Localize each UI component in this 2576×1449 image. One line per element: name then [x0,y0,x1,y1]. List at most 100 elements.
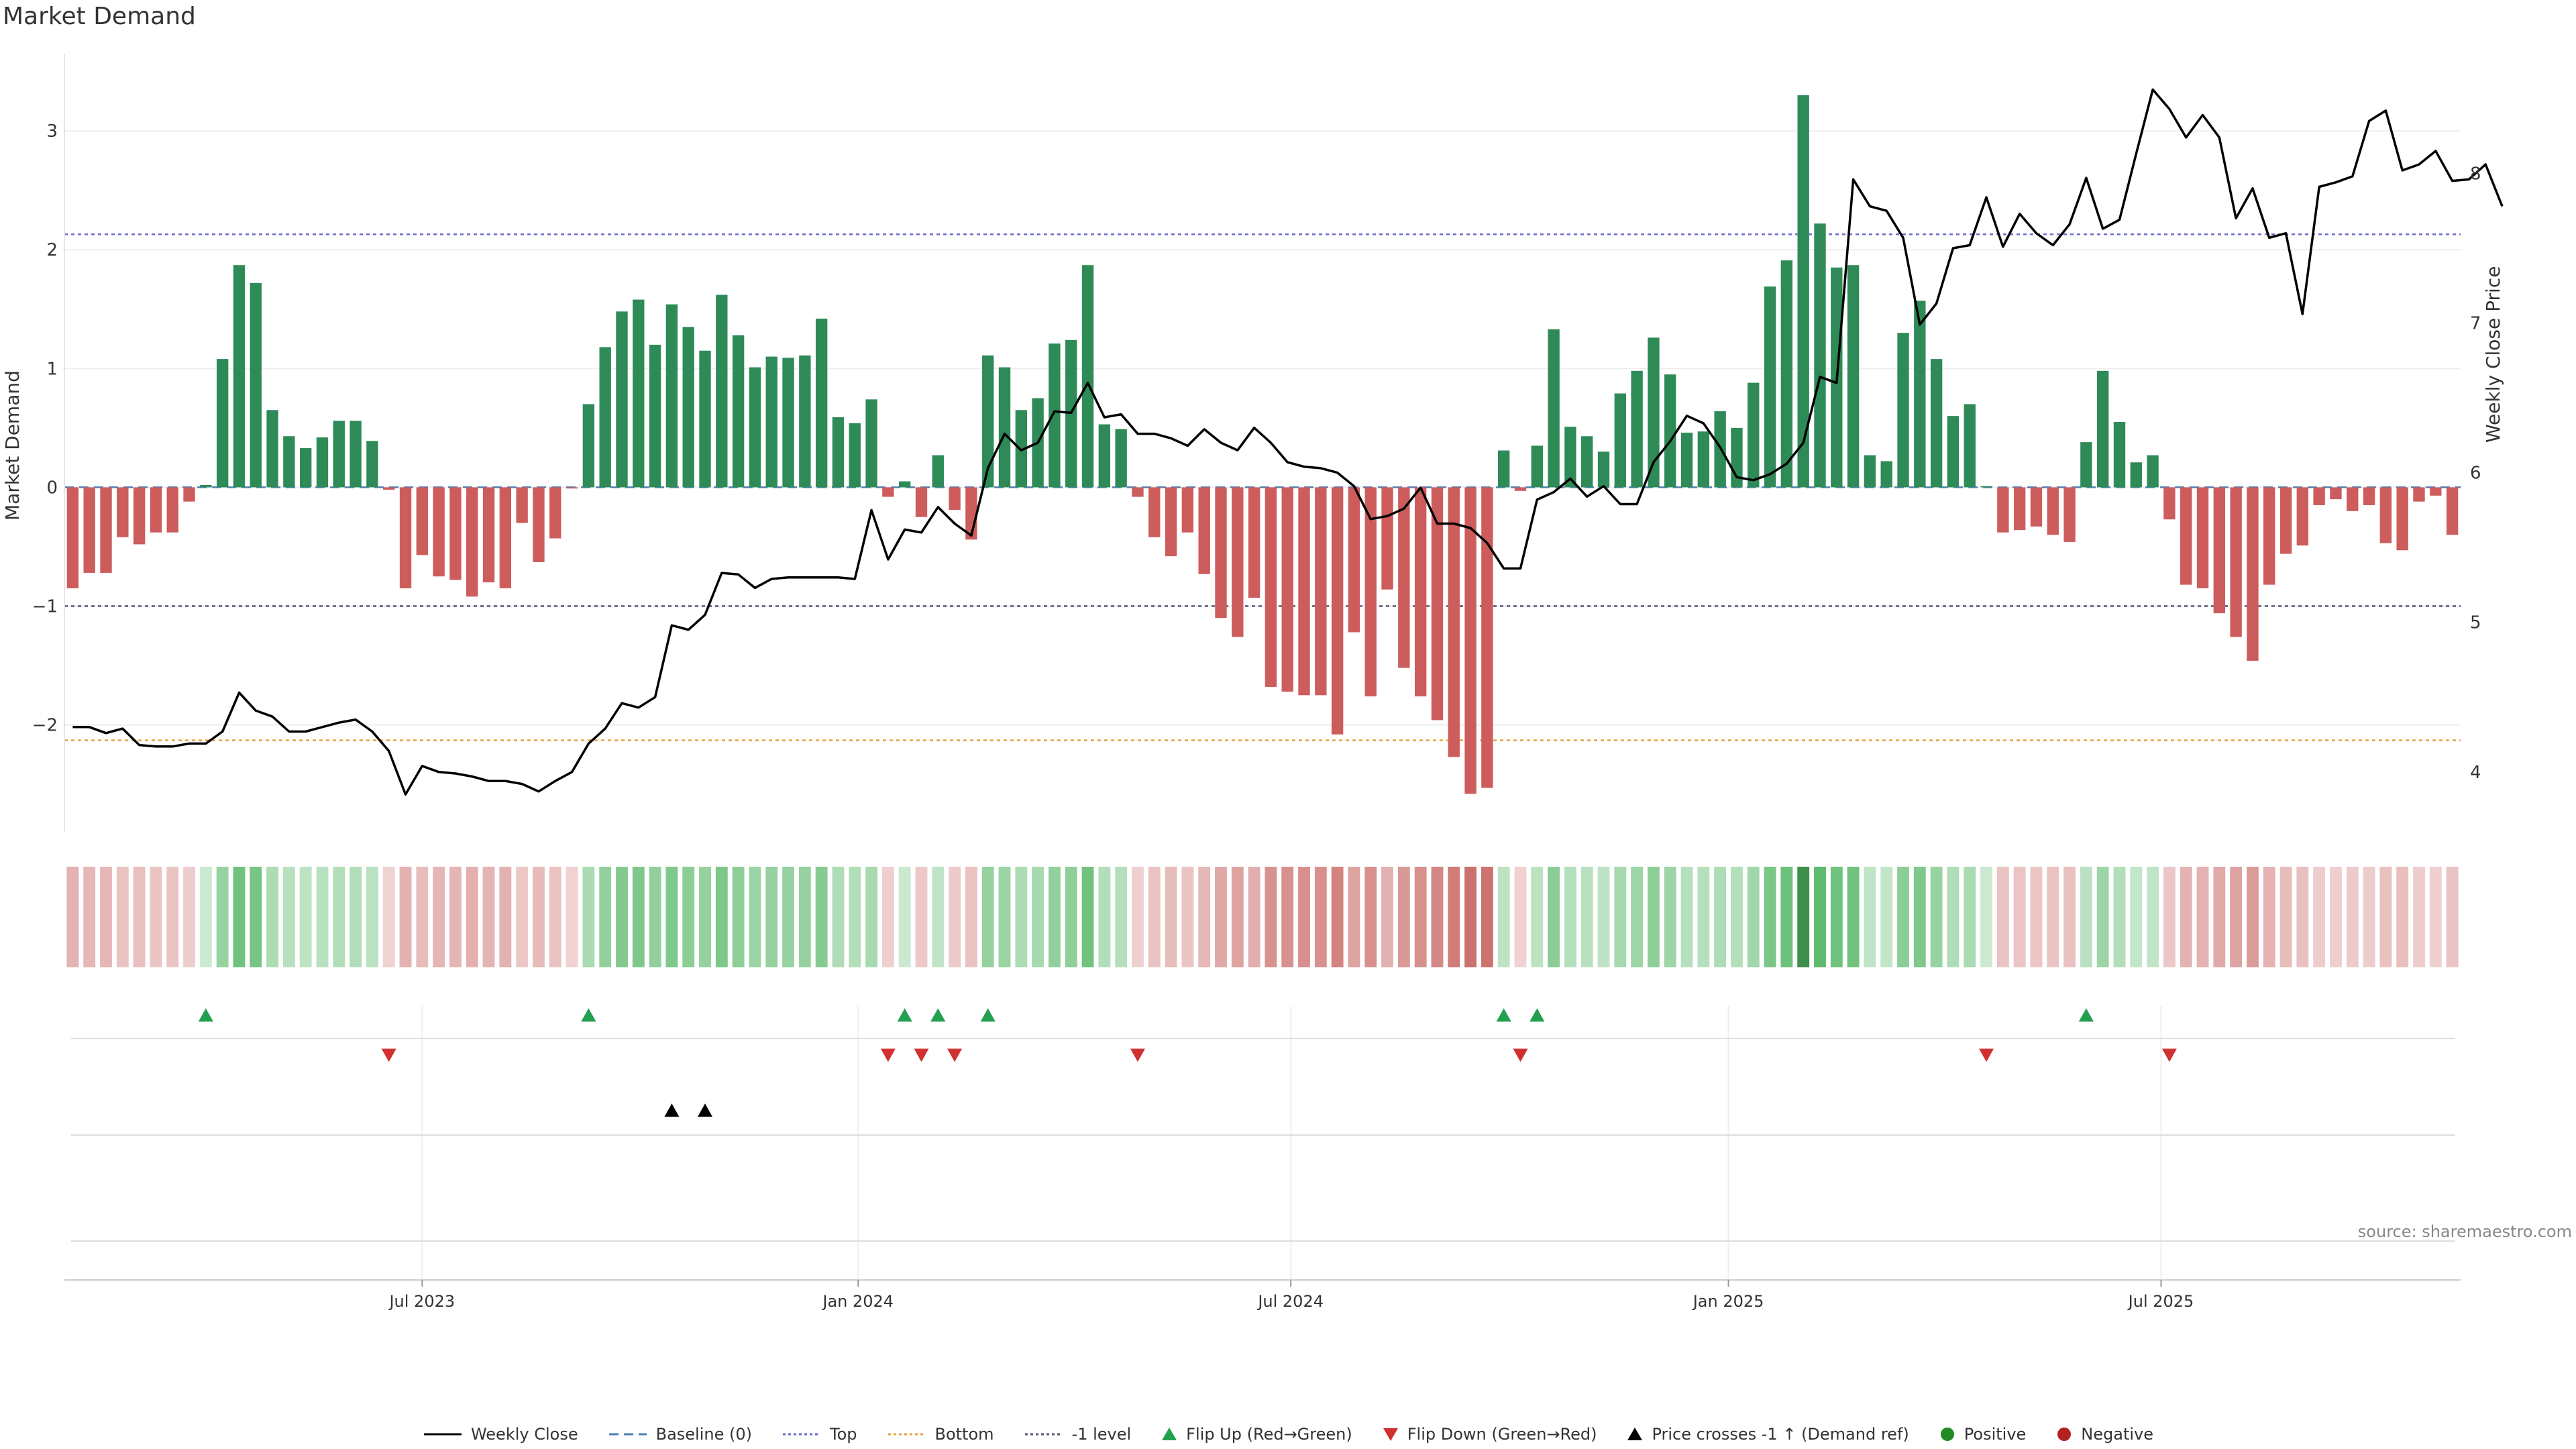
demand-bar [799,355,811,488]
heat-cell [798,867,811,967]
demand-bar [166,487,178,533]
chart-title: Market Demand [3,3,196,30]
heat-cell [2429,867,2442,967]
heat-cell [499,867,512,967]
heat-cell [333,867,345,967]
demand-bar [1049,343,1061,488]
heat-cell [2230,867,2243,967]
demand-bar [2147,455,2159,488]
y-left-tick-label: −1 [32,597,58,617]
heat-cell [1714,867,1727,967]
y-left-tick-label: −2 [32,716,58,736]
demand-bar [350,421,362,488]
demand-bar [849,423,861,488]
heat-cell [2163,867,2176,967]
heat-cell [566,867,578,967]
heat-cell [1181,867,1194,967]
demand-bar [1930,359,1943,488]
heat-cell [1597,867,1610,967]
demand-bar [366,441,378,488]
flip-up-marker [930,1008,946,1022]
heat-cell [449,867,462,967]
heat-cell [1680,867,1693,967]
heat-cell [2330,867,2342,967]
heat-cell [1614,867,1627,967]
demand-bar [1997,487,2009,533]
demand-bar [66,487,79,588]
demand-bar [1814,223,1826,488]
demand-bar [582,404,595,488]
demand-bar [982,355,994,488]
demand-bar [1315,487,1327,696]
demand-bar [1548,329,1560,488]
demand-bar [2247,487,2259,661]
legend-item: Bottom [887,1425,994,1444]
y-right-tick-label: 6 [2470,464,2481,484]
demand-bar [1914,301,1926,488]
legend-swatch [1024,1433,1063,1436]
chart-legend: Weekly Close Baseline (0) Top Bottom -1 leve… [0,1425,2576,1444]
heat-cell [1065,867,1077,967]
flip-up-marker [980,1008,996,1022]
demand-bar [466,487,478,597]
heat-cell [2413,867,2425,967]
demand-bar [1464,487,1477,794]
demand-bar [2180,487,2192,585]
heat-cell [1514,867,1527,967]
demand-bar [1614,393,1627,488]
legend-dot [2057,1428,2072,1441]
heat-cell [782,867,794,967]
demand-bar [216,359,229,488]
heat-cell [1148,867,1161,967]
legend-label: Flip Down (Green→Red) [1407,1425,1597,1444]
legend-swatch [2057,1428,2072,1441]
demand-bar [2113,422,2126,488]
demand-bar [1697,431,1710,488]
demand-bar [1947,416,1960,488]
y-left-tick-label: 1 [46,359,58,379]
heat-cell [1215,867,1227,967]
demand-bar [649,344,661,488]
heat-cell [1947,867,1960,967]
heat-cell [216,867,229,967]
demand-bar [1497,450,1510,488]
heat-cell [433,867,445,967]
heat-cell [1464,867,1477,967]
demand-bar [1298,487,1310,696]
heat-cell [1281,867,1294,967]
heat-cell [83,867,96,967]
heat-cell [915,867,928,967]
heat-cell [699,867,711,967]
demand-bar [1331,487,1344,735]
y-left-tick-label: 2 [46,240,58,260]
x-tick-label: Jan 2025 [1692,1292,1764,1311]
legend-item: Flip Up (Red→Green) [1161,1425,1352,1444]
demand-bar [2430,487,2442,496]
heat-cell [316,867,329,967]
legend-label: -1 level [1071,1425,1132,1444]
heat-cell [1964,867,1976,967]
heat-cell [2047,867,2059,967]
heat-cell [616,867,628,967]
heat-cell [183,867,195,967]
legend-label: Flip Up (Red→Green) [1186,1425,1352,1444]
demand-bar [1181,487,1194,533]
heat-cell [1248,867,1260,967]
heat-cell [1847,867,1860,967]
heat-cell [1414,867,1427,967]
demand-bar [482,487,495,583]
demand-bar [665,304,678,488]
heat-cell [1298,867,1310,967]
y-right-tick-label: 5 [2470,613,2481,633]
demand-bar [433,487,445,577]
demand-bar [2446,487,2459,535]
demand-bar [832,417,845,488]
heat-cell [1780,867,1793,967]
reference-lines [64,233,2461,741]
demand-bar [1980,486,1992,488]
x-tick-label: Jul 2024 [1256,1292,1324,1311]
heat-cell [932,867,945,967]
heat-cell [981,867,994,967]
demand-bar [882,487,894,497]
heat-cell [250,867,262,967]
